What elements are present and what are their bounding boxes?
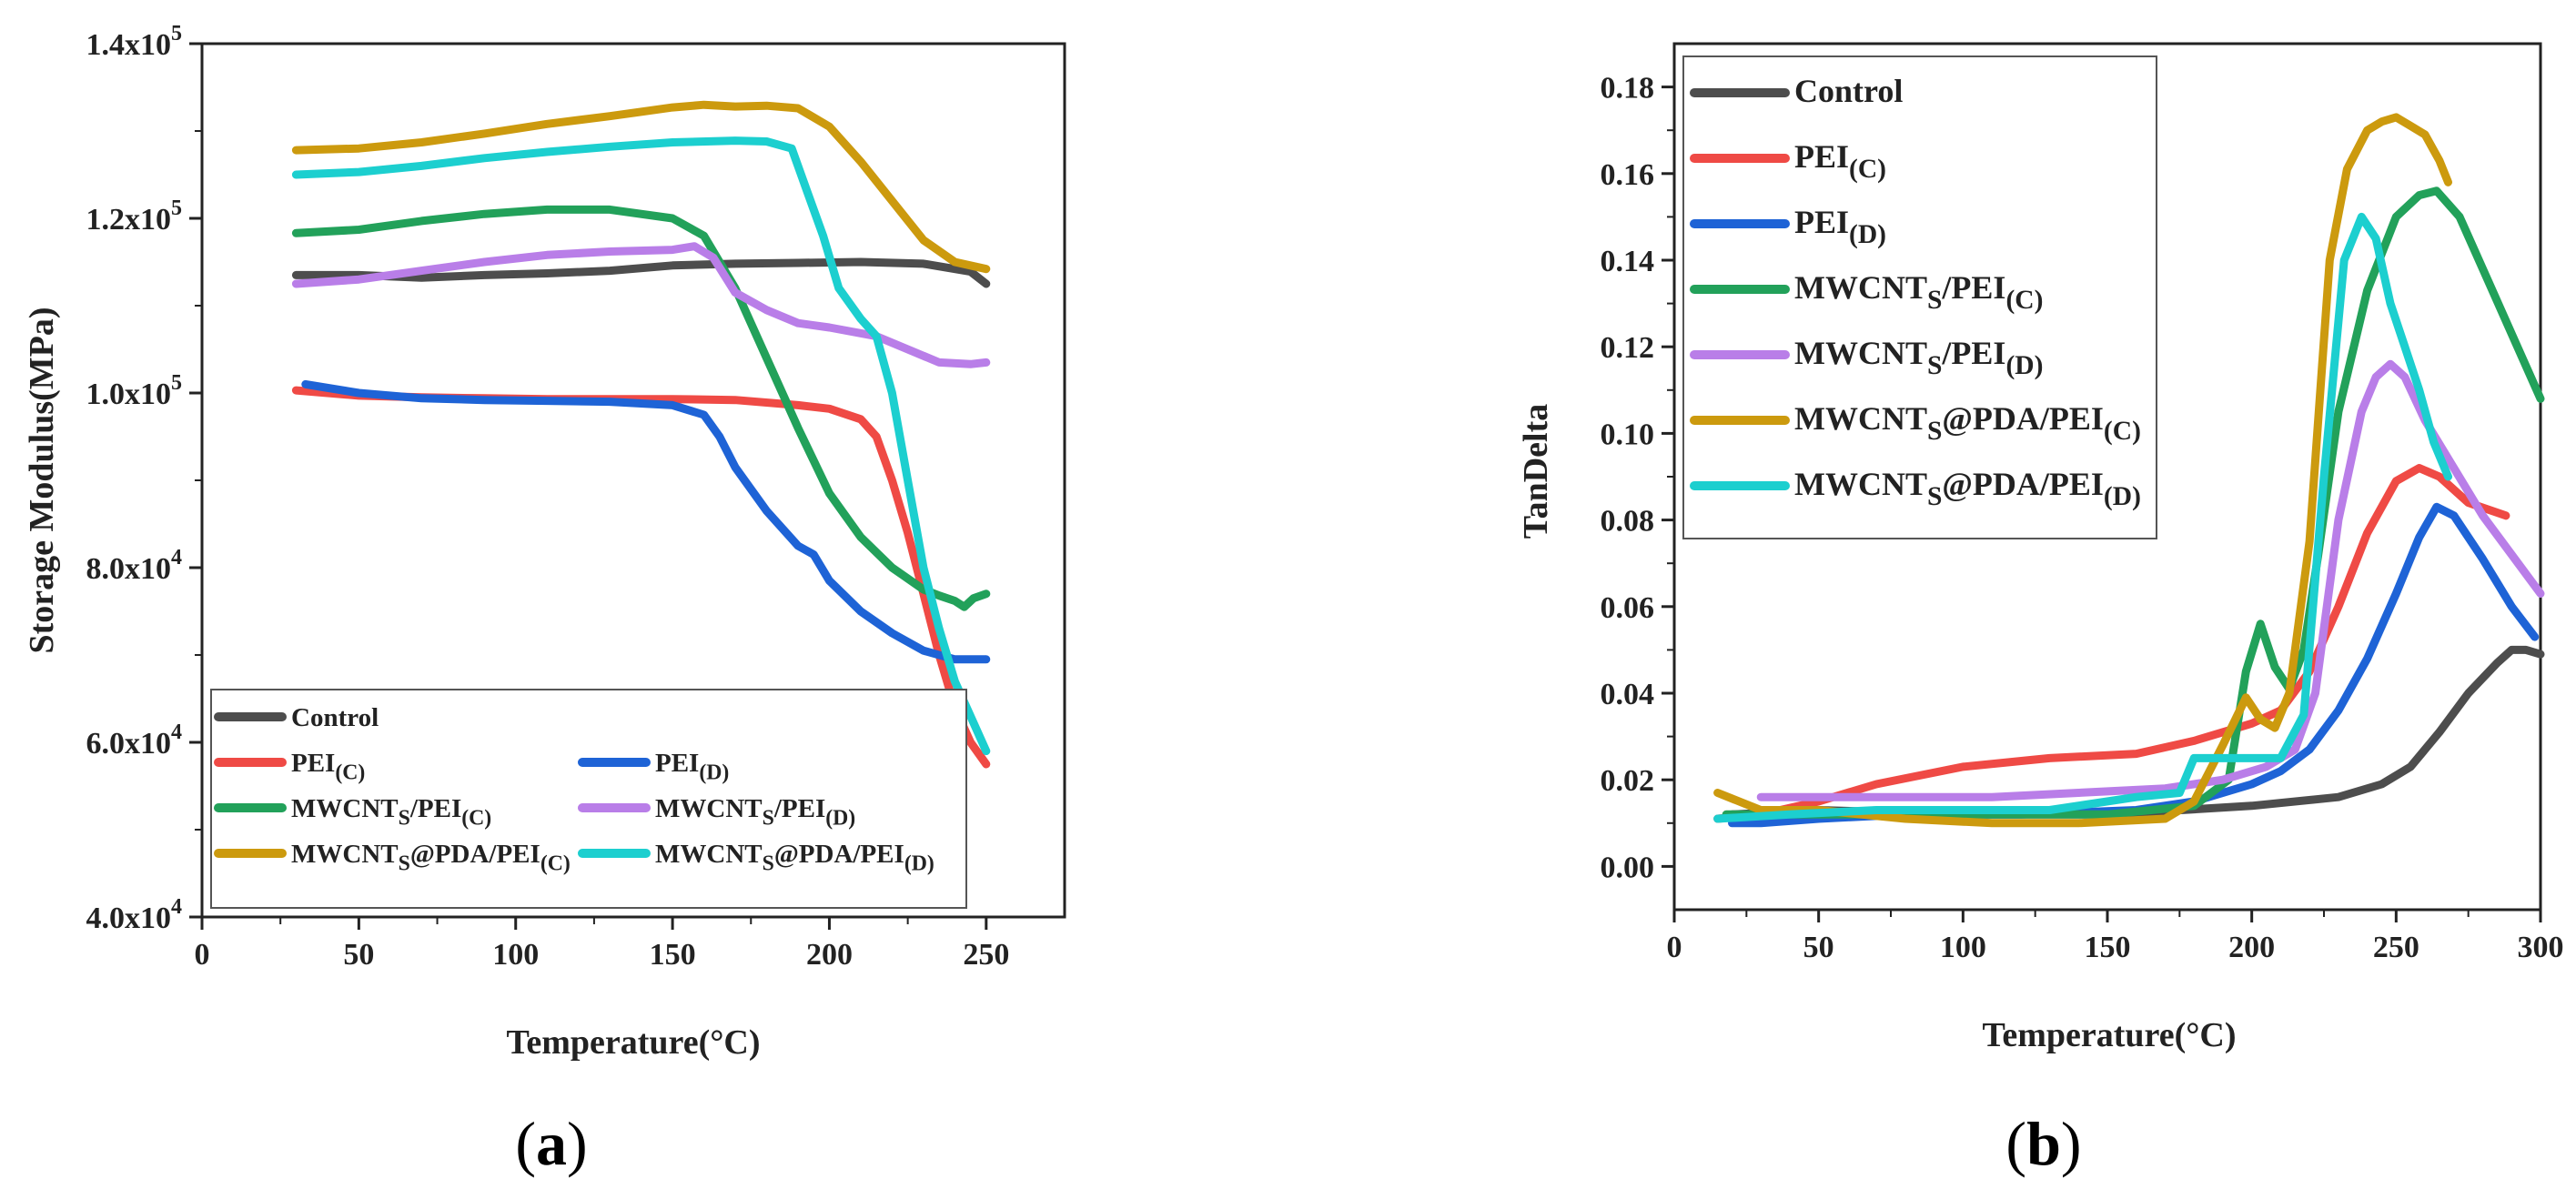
chart-b: 0 50 100 150 200 250 300 0.00 0.02 0.04 0.06 0.08 0.… (1517, 42, 2564, 1178)
legend-label-2: PEI(C) (1794, 138, 1886, 184)
legend-label-4: MWCNTS/PEI(C) (1794, 269, 2043, 315)
y-axis-label-a: Storage Modulus(MPa) (23, 307, 61, 653)
x-tick-label: 150 (650, 938, 696, 972)
y-tick-label: 1.4x105 (86, 22, 183, 62)
legend-label-2: PEI(C) (291, 749, 365, 785)
series-line-5 (1756, 359, 2545, 801)
y-tick-label: 8.0x104 (86, 546, 183, 586)
x-tick-label: 300 (2518, 931, 2564, 964)
series-line-1 (291, 257, 991, 288)
series-line-7 (1713, 212, 2452, 823)
legend-label-3: PEI(D) (655, 749, 729, 785)
x-tick-label: 0 (1667, 931, 1682, 964)
legend-label-3: PEI(D) (1794, 204, 1886, 249)
y-tick-label: 6.0x104 (86, 720, 183, 761)
legend-label-1: Control (1794, 73, 1903, 109)
x-tick-label: 0 (195, 938, 210, 972)
legend-label-7: MWCNTS@PDA/PEI(D) (655, 840, 934, 876)
y-tick-label: 0.16 (1601, 158, 1655, 192)
series-line-3 (1728, 502, 2540, 828)
legend-box-a (210, 689, 967, 909)
x-tick-label: 200 (806, 938, 853, 972)
x-tick-label: 100 (1940, 931, 1986, 964)
series-line-6 (1713, 113, 2452, 828)
x-tick-label: 250 (963, 938, 1009, 972)
y-tick-label: 0.14 (1601, 245, 1655, 278)
x-axis-label-a: Temperature(°C) (506, 1023, 760, 1062)
legend-b: Control PEI(C) PEI(D) MWCNTS/PEI(C) MWCNTS/P… (1682, 55, 2157, 539)
series-line-4 (291, 205, 991, 611)
legend-label-6: MWCNTS@PDA/PEI(C) (291, 840, 571, 876)
legend-label-5: MWCNTS/PEI(D) (1794, 335, 2043, 380)
y-tick-label: 0.08 (1601, 505, 1655, 539)
x-tick-label: 200 (2228, 931, 2275, 964)
y-tick-label: 0.00 (1601, 851, 1655, 884)
legend-a: Control PEI(C) PEI(D) MWCNTS/PEI(C) MWCNTS/P… (210, 689, 967, 909)
panel-label-a: (a) (515, 1109, 587, 1178)
y-tick-label: 0.12 (1601, 331, 1655, 365)
legend-label-4: MWCNTS/PEI(C) (291, 794, 491, 831)
series-line-7 (291, 136, 991, 756)
y-tick-label: 0.10 (1601, 418, 1655, 451)
x-tick-label: 250 (2373, 931, 2419, 964)
y-tick-label: 0.06 (1601, 591, 1655, 625)
series-line-4 (1722, 186, 2545, 819)
legend-box-b (1682, 55, 2157, 539)
legend-label-6: MWCNTS@PDA/PEI(C) (1794, 400, 2141, 446)
y-tick-label: 0.18 (1601, 72, 1655, 106)
y-tick-label: 0.02 (1601, 764, 1655, 798)
y-tick-label: 1.2x105 (86, 196, 183, 237)
y-tick-label: 1.0x105 (86, 371, 183, 411)
series-line-2 (1713, 464, 2510, 823)
series-line-5 (291, 242, 991, 368)
legend-label-5: MWCNTS/PEI(D) (655, 794, 855, 831)
y-tick-label: 0.04 (1601, 678, 1655, 711)
series-line-3 (301, 379, 991, 664)
legend-label-1: Control (291, 703, 379, 732)
series-line-6 (291, 100, 991, 274)
x-tick-label: 50 (343, 938, 374, 972)
y-axis-label-b: TanDelta (1517, 404, 1555, 539)
x-axis-label-b: Temperature(°C) (1982, 1016, 2236, 1054)
chart-a: 0 50 100 150 200 250 4.0x104 6.0x104 8.0x104 1.0x… (23, 22, 1066, 1178)
panel-label-b: (b) (2005, 1109, 2081, 1178)
legend-label-7: MWCNTS@PDA/PEI(D) (1794, 466, 2141, 511)
y-tick-label: 4.0x104 (86, 895, 183, 935)
x-tick-label: 50 (1803, 931, 1834, 964)
x-tick-label: 150 (2085, 931, 2131, 964)
x-tick-label: 100 (492, 938, 539, 972)
